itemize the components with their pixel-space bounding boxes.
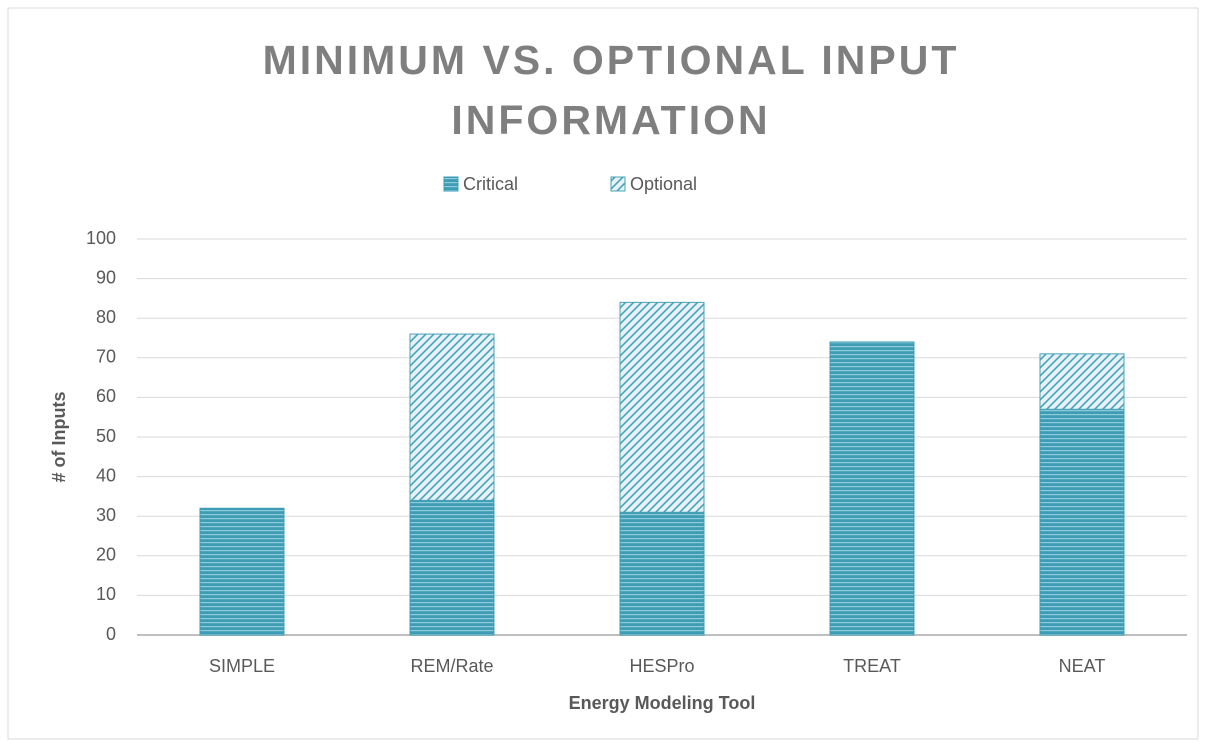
x-tick-label: HESPro — [629, 656, 694, 676]
y-tick-label: 90 — [96, 267, 116, 287]
y-tick-label: 30 — [96, 505, 116, 525]
y-tick-label: 20 — [96, 545, 116, 565]
legend-label: Optional — [630, 174, 697, 194]
y-axis-label: # of Inputs — [49, 392, 69, 483]
bar-segment — [829, 341, 915, 636]
bar-segment — [199, 507, 285, 636]
x-tick-label: REM/Rate — [410, 656, 493, 676]
bar-segment — [619, 301, 705, 513]
y-tick-label: 100 — [86, 228, 116, 248]
y-tick-label: 70 — [96, 347, 116, 367]
chart-border — [7, 7, 1199, 740]
x-tick-label: SIMPLE — [209, 656, 275, 676]
x-tick-label: NEAT — [1059, 656, 1106, 676]
bar-segment — [1039, 353, 1125, 410]
y-tick-label: 40 — [96, 465, 116, 485]
y-tick-label: 80 — [96, 307, 116, 327]
chart-title: MINIMUM VS. OPTIONAL INPUT INFORMATION — [262, 37, 960, 143]
legend-label: Critical — [463, 174, 518, 194]
x-tick-label: TREAT — [843, 656, 901, 676]
y-tick-label: 10 — [96, 584, 116, 604]
legend-swatch — [610, 176, 626, 192]
y-tick-label: 0 — [106, 624, 116, 644]
bar-segment — [1039, 408, 1125, 636]
y-tick-label: 60 — [96, 386, 116, 406]
legend-swatch — [443, 176, 459, 192]
y-tick-label: 50 — [96, 426, 116, 446]
bar-segment — [619, 511, 705, 636]
x-axis-label: Energy Modeling Tool — [569, 693, 756, 713]
bar-segment — [409, 499, 495, 636]
bar-segment — [409, 333, 495, 501]
